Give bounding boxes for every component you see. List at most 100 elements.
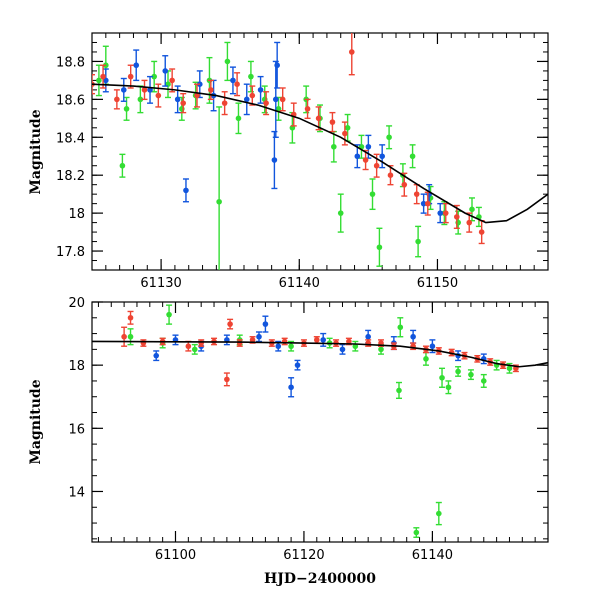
- series-green: [127, 304, 513, 538]
- data-point: [365, 143, 372, 150]
- series-green: [95, 41, 482, 270]
- data-point: [249, 92, 256, 99]
- y-tick-label: 18.2: [56, 169, 85, 184]
- data-point: [376, 244, 383, 251]
- data-point: [420, 200, 427, 207]
- data-point: [137, 96, 144, 103]
- data-point: [423, 356, 429, 362]
- y-tick-label: 20: [68, 296, 85, 311]
- data-point: [466, 219, 473, 226]
- data-point: [127, 333, 134, 340]
- data-point: [480, 378, 487, 384]
- top-panel: Magnitude 61130 61140 61150 17.8 18 18.2 18.4 1…: [28, 32, 549, 291]
- x-tick-label: 61100: [155, 548, 196, 563]
- data-point: [362, 157, 369, 163]
- data-point: [288, 384, 294, 391]
- data-point: [339, 346, 346, 353]
- y-tick-label: 16: [68, 422, 85, 437]
- bottom-y-axis-label: Magnitude: [28, 379, 44, 464]
- y-tick-label: 14: [68, 485, 85, 500]
- data-point: [379, 153, 385, 160]
- top-y-axis-label: Magnitude: [28, 109, 44, 194]
- data-point: [183, 187, 189, 194]
- bottom-data-layer: [92, 304, 548, 538]
- data-point: [127, 314, 134, 321]
- data-point: [369, 191, 376, 197]
- data-point: [208, 87, 214, 93]
- data-point: [169, 77, 175, 84]
- data-point: [410, 333, 416, 340]
- data-point: [114, 96, 120, 103]
- data-point: [413, 529, 420, 536]
- data-point: [153, 352, 160, 359]
- data-point: [119, 162, 126, 169]
- x-tick-label: 61120: [283, 548, 324, 563]
- x-tick-label: 61140: [279, 276, 320, 291]
- data-point: [166, 311, 172, 318]
- data-point: [216, 198, 222, 205]
- data-point: [342, 130, 348, 137]
- data-point: [331, 143, 337, 150]
- data-point: [320, 337, 327, 343]
- data-point: [275, 343, 282, 350]
- data-point: [413, 191, 420, 197]
- model-curve: [92, 340, 548, 368]
- data-point: [271, 157, 278, 163]
- data-point: [429, 343, 436, 350]
- series-blue: [102, 41, 444, 224]
- data-point: [478, 229, 485, 235]
- data-point: [454, 214, 460, 220]
- data-point: [151, 73, 157, 80]
- data-point: [234, 81, 240, 87]
- y-tick-label: 18: [68, 207, 85, 222]
- data-point: [365, 333, 371, 340]
- x-tick-label: 61130: [140, 276, 181, 291]
- data-point: [174, 96, 181, 103]
- data-point: [194, 92, 200, 99]
- data-point: [337, 210, 344, 216]
- data-point: [224, 376, 230, 383]
- data-point: [249, 337, 256, 343]
- data-point: [439, 374, 445, 381]
- data-point: [373, 162, 380, 169]
- data-point: [455, 368, 461, 375]
- data-point: [386, 134, 392, 141]
- data-point: [263, 100, 269, 106]
- data-point: [387, 172, 394, 178]
- data-point: [378, 346, 384, 353]
- data-point: [221, 100, 228, 106]
- data-point: [506, 365, 513, 372]
- data-point: [127, 73, 134, 80]
- data-point: [248, 73, 254, 80]
- y-tick-label: 18.8: [56, 55, 85, 70]
- x-tick-label: 61150: [417, 276, 458, 291]
- data-point: [288, 343, 294, 350]
- y-tick-label: 17.8: [56, 245, 85, 260]
- model-curve: [92, 83, 548, 224]
- y-tick-label: 18.4: [56, 131, 85, 146]
- data-point: [346, 338, 352, 345]
- data-point: [424, 200, 431, 207]
- series-red: [121, 310, 519, 387]
- data-point: [344, 125, 351, 131]
- data-point: [198, 340, 204, 346]
- data-point: [96, 77, 102, 84]
- top-data-layer: [92, 33, 548, 270]
- bottom-panel: Magnitude HJD−2400000 61100 61120 61140 14 1…: [28, 296, 549, 587]
- data-point: [315, 115, 322, 122]
- data-point: [401, 181, 408, 188]
- data-point: [415, 238, 421, 245]
- data-point: [133, 62, 140, 69]
- bottom-x-axis-label: HJD−2400000: [264, 571, 376, 587]
- series-red: [92, 33, 485, 245]
- bottom-panel-frame: [91, 301, 549, 543]
- data-point: [437, 210, 444, 216]
- data-point: [396, 387, 402, 394]
- data-point: [120, 87, 127, 93]
- data-point: [185, 343, 192, 350]
- data-point: [329, 119, 336, 125]
- data-point: [469, 206, 475, 213]
- data-point: [180, 100, 186, 106]
- data-point: [304, 106, 311, 112]
- data-point: [445, 384, 452, 391]
